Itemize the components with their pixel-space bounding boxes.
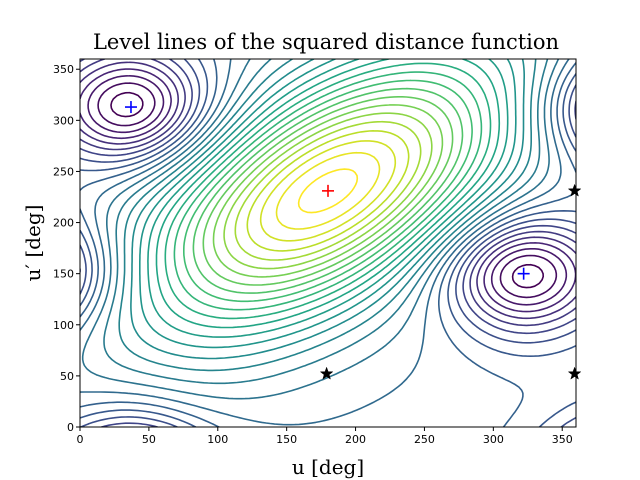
saddle-marker [567, 183, 582, 197]
contour-level-line [80, 68, 576, 313]
contour-level-line [80, 59, 576, 427]
x-tick-label: 50 [142, 433, 156, 446]
y-tick-label: 50 [60, 370, 74, 383]
contour-level-line [246, 130, 410, 252]
contour-level-line [164, 62, 492, 320]
contour-level-line [275, 151, 381, 230]
contour-level-line [97, 82, 558, 299]
y-tick-label: 250 [53, 165, 74, 178]
contour-level-line [202, 96, 454, 286]
contour-level-line [183, 79, 473, 303]
critical-point-markers [124, 101, 582, 380]
plot-frame [79, 58, 577, 428]
x-tick-label: 150 [276, 433, 297, 446]
contour-level-line [87, 75, 568, 306]
x-tick-label: 250 [414, 433, 435, 446]
contour-level-line [147, 59, 509, 338]
contour-level-line [118, 59, 537, 372]
contour-level-line [173, 71, 483, 311]
contour-level-line [192, 87, 464, 294]
x-tick-label: 100 [207, 433, 228, 446]
contour-level-line [80, 59, 576, 327]
y-tick-label: 100 [53, 319, 74, 332]
contour-level-line [259, 140, 397, 242]
y-tick-label: 150 [53, 268, 74, 281]
chart-title: Level lines of the squared distance func… [93, 30, 559, 54]
contour-level-line [80, 59, 570, 426]
contour-level-line [110, 91, 544, 289]
contour-level-line [103, 59, 549, 385]
contour-lines [80, 59, 576, 427]
y-tick-label: 0 [67, 421, 74, 434]
x-tick-label: 350 [552, 433, 573, 446]
y-tick-label: 350 [53, 63, 74, 76]
contour-level-line [80, 59, 576, 427]
minimum-marker [124, 101, 137, 114]
x-tick-label: 200 [345, 433, 366, 446]
saddle-marker [567, 366, 582, 380]
contour-level-line [80, 59, 576, 427]
maximum-marker [322, 184, 334, 197]
contour-level-line [139, 59, 517, 349]
minimum-marker [517, 267, 530, 280]
contour-level-line [155, 59, 501, 329]
contour-level-line [80, 61, 576, 320]
contour-level-line [130, 59, 525, 360]
saddle-marker [319, 366, 334, 380]
contour-level-line [212, 104, 444, 278]
x-tick-label: 300 [483, 433, 504, 446]
contour-level-line [297, 168, 359, 214]
axis-ticks: 0 50 100 150 200 250 300 350 0 50 100 150 200 250 300 3… [53, 63, 573, 446]
x-tick-label: 0 [77, 433, 84, 446]
y-tick-label: 300 [53, 114, 74, 127]
contour-level-line [81, 59, 560, 400]
contour-level-line [223, 112, 433, 270]
y-tick-label: 200 [53, 217, 74, 230]
y-axis-label: u′ [deg] [21, 205, 45, 282]
x-axis-label: u [deg] [292, 455, 364, 479]
contour-level-line [234, 120, 422, 261]
